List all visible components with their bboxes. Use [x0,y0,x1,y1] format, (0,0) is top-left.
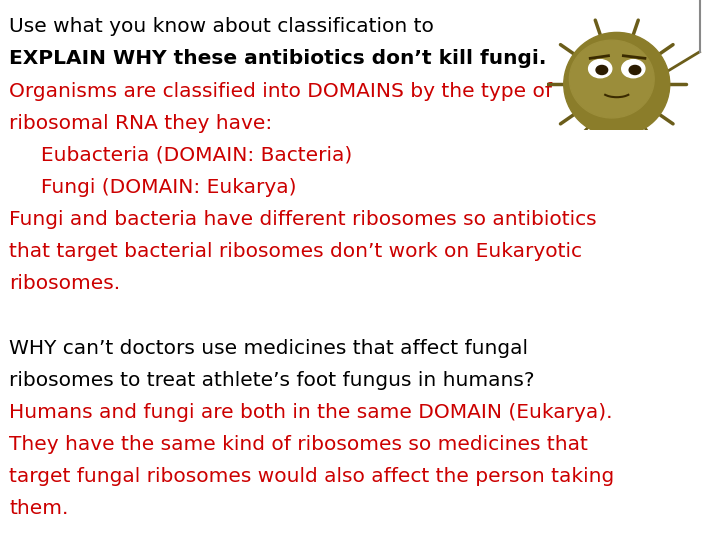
Text: target fungal ribosomes would also affect the person taking: target fungal ribosomes would also affec… [9,467,615,486]
Ellipse shape [570,40,654,118]
Text: ribosomes.: ribosomes. [9,274,120,293]
Text: EXPLAIN WHY these antibiotics don’t kill fungi.: EXPLAIN WHY these antibiotics don’t kill… [9,50,546,69]
Text: ribosomes to treat athlete’s foot fungus in humans?: ribosomes to treat athlete’s foot fungus… [9,370,535,390]
Text: them.: them. [9,499,68,518]
Text: Organisms are classified into DOMAINS by the type of: Organisms are classified into DOMAINS by… [9,82,552,100]
Circle shape [629,65,641,75]
Text: Eubacteria (DOMAIN: Bacteria): Eubacteria (DOMAIN: Bacteria) [9,146,353,165]
Circle shape [622,59,645,78]
Circle shape [589,59,612,78]
Text: Use what you know about classification to: Use what you know about classification t… [9,17,434,36]
Text: that target bacterial ribosomes don’t work on Eukaryotic: that target bacterial ribosomes don’t wo… [9,242,582,261]
Ellipse shape [564,32,670,136]
Text: They have the same kind of ribosomes so medicines that: They have the same kind of ribosomes so … [9,435,588,454]
Text: ribosomal RNA they have:: ribosomal RNA they have: [9,114,273,133]
Text: Humans and fungi are both in the same DOMAIN (Eukarya).: Humans and fungi are both in the same DO… [9,403,613,422]
Text: Fungi (DOMAIN: Eukarya): Fungi (DOMAIN: Eukarya) [9,178,297,197]
Text: Fungi and bacteria have different ribosomes so antibiotics: Fungi and bacteria have different riboso… [9,210,597,229]
Circle shape [596,65,608,75]
Text: WHY can’t doctors use medicines that affect fungal: WHY can’t doctors use medicines that aff… [9,339,528,357]
